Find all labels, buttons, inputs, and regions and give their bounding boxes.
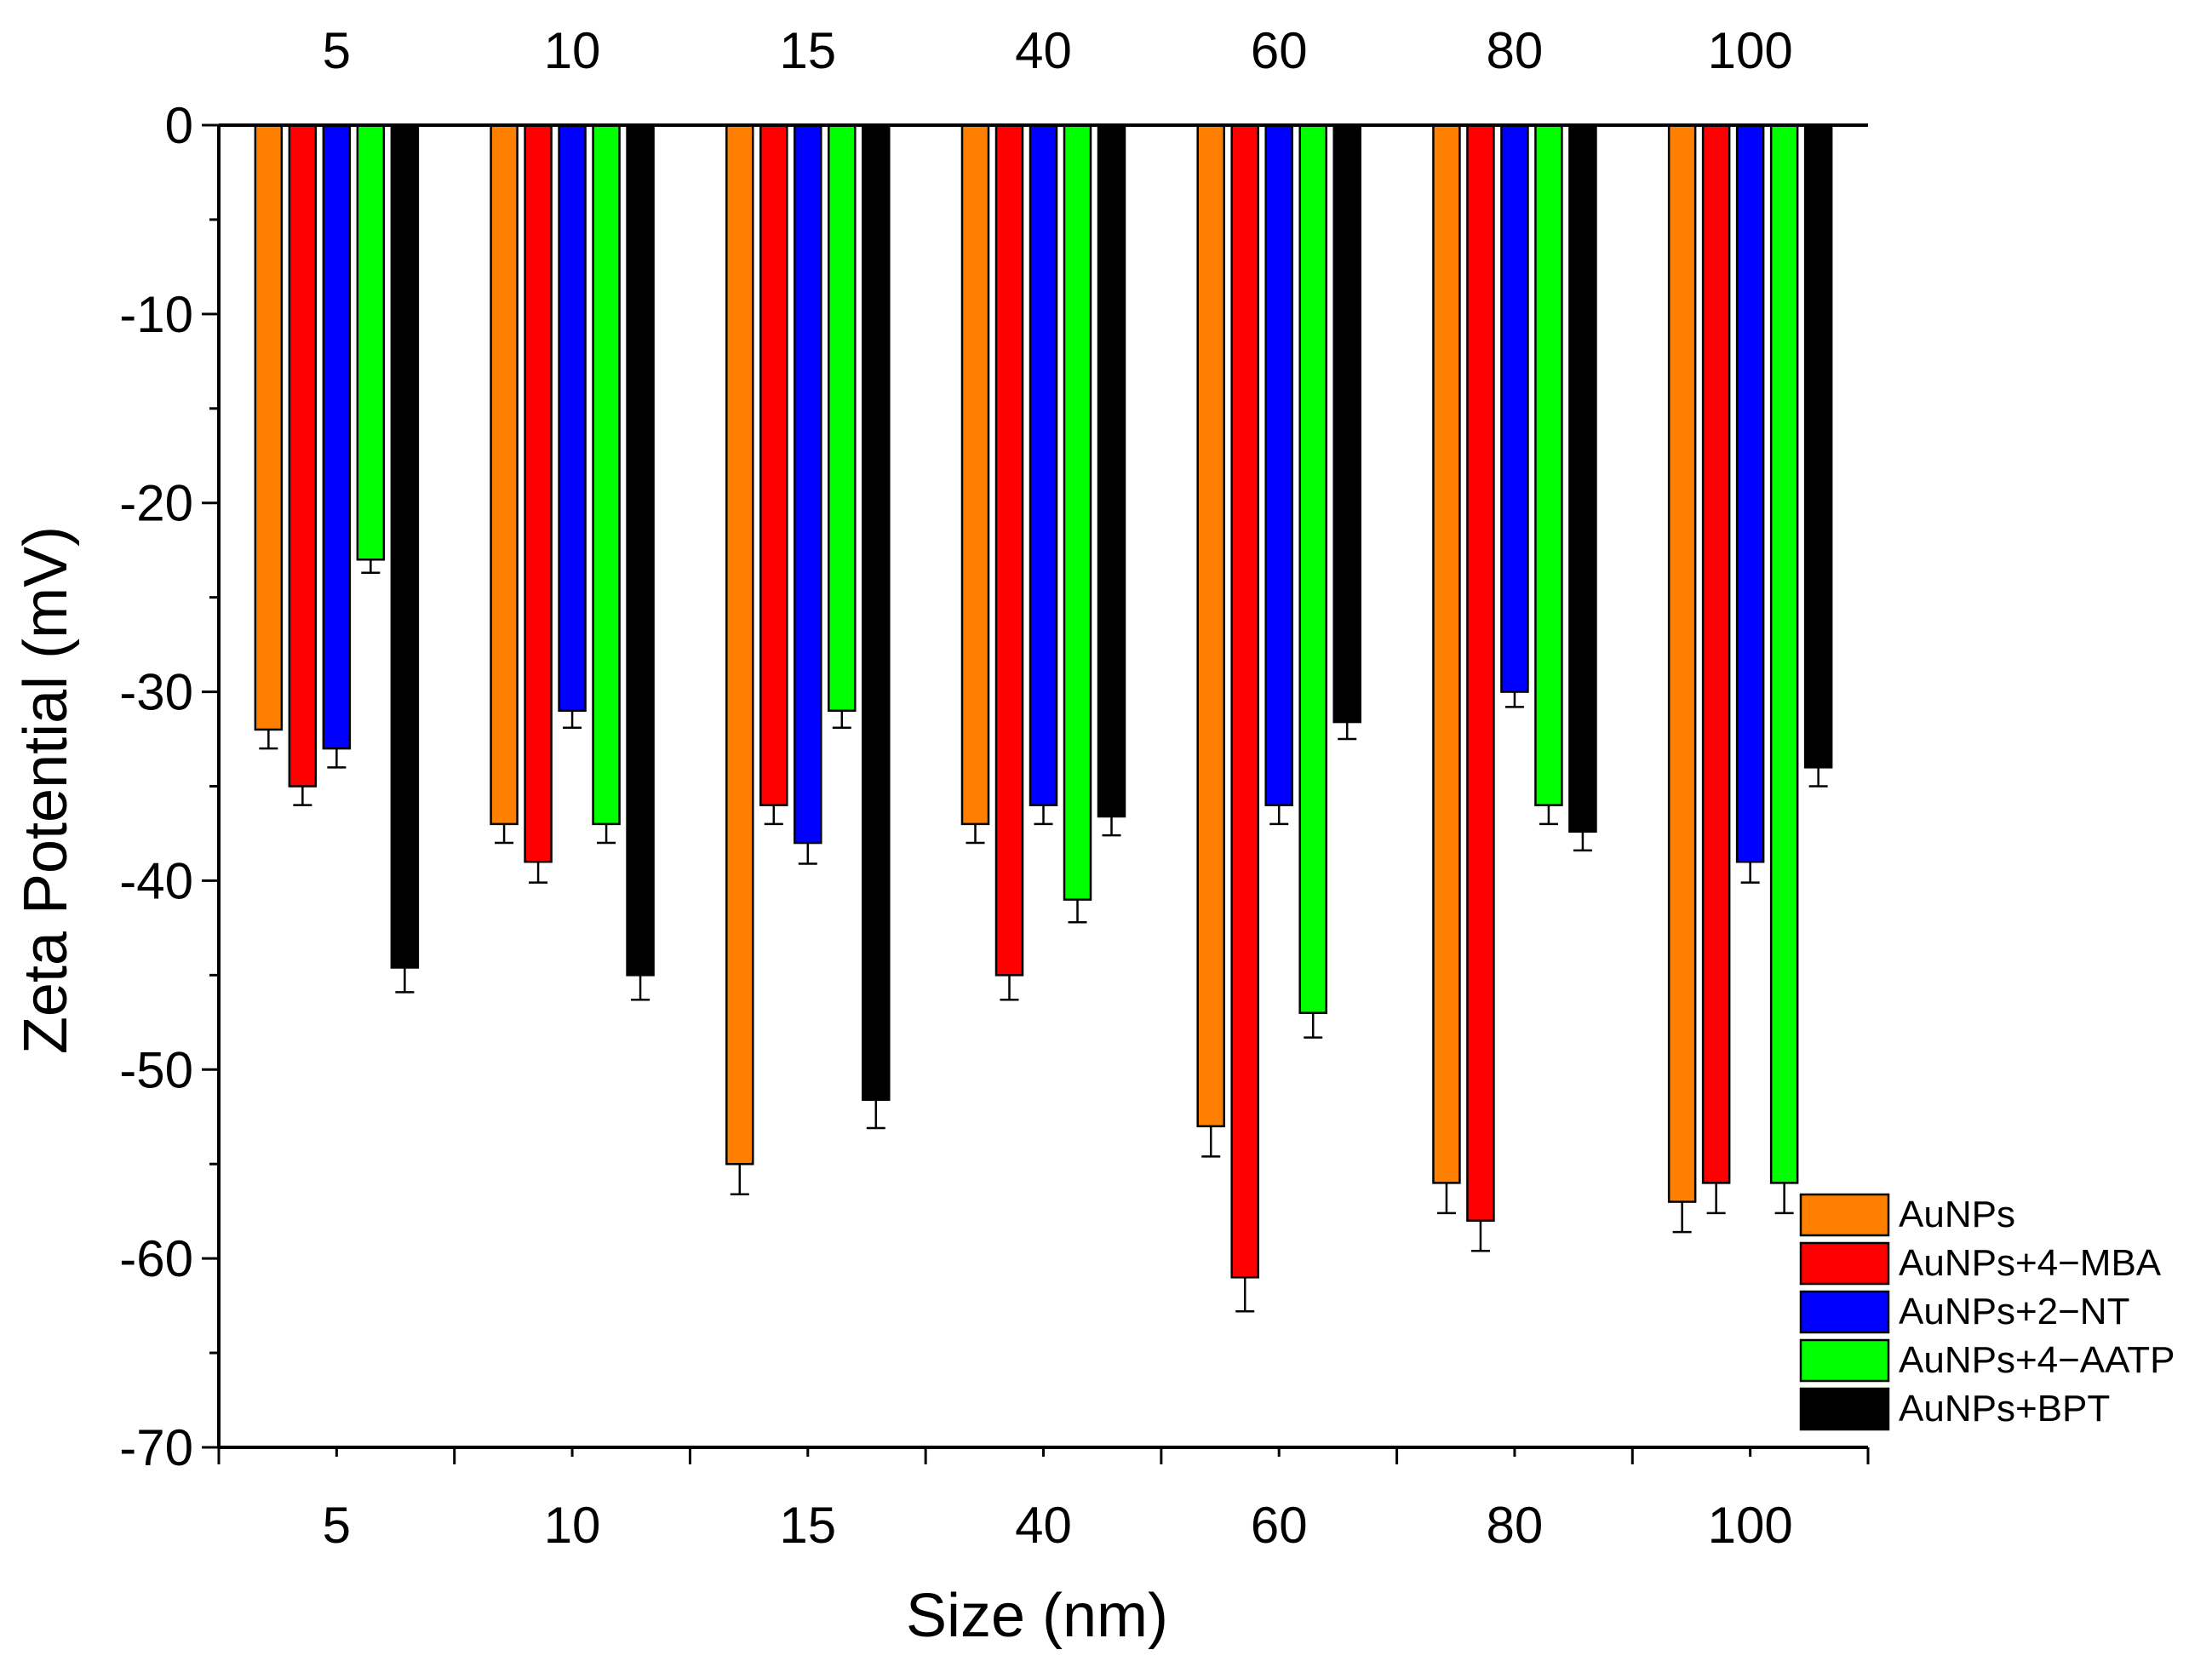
x-tick-label: 80 (1487, 1497, 1544, 1554)
bar (1332, 123, 1361, 724)
legend-swatch (1799, 1387, 1890, 1431)
y-tick-label: 0 (165, 97, 193, 154)
bar (1769, 123, 1799, 1184)
y-tick-label: -40 (119, 852, 193, 909)
top-tick-label: 15 (779, 22, 836, 79)
legend-swatch (1799, 1290, 1890, 1334)
legend-swatch (1799, 1193, 1890, 1237)
bar (1196, 123, 1225, 1128)
bar (1097, 123, 1126, 818)
legend-swatch (1799, 1241, 1890, 1286)
y-tick-label: -10 (119, 286, 193, 343)
bar (390, 123, 420, 969)
legend-label: AuNPs+2−NT (1899, 1291, 2129, 1332)
bar (1803, 123, 1833, 769)
bar (524, 123, 553, 863)
bar (828, 123, 857, 713)
legend-label: AuNPs+BPT (1899, 1388, 2110, 1429)
bar (1667, 123, 1697, 1203)
y-tick-label: -20 (119, 475, 193, 532)
bar (759, 123, 788, 806)
bar (725, 123, 754, 1166)
bar (994, 123, 1024, 977)
x-tick-label: 15 (779, 1497, 836, 1554)
x-tick-label: 60 (1251, 1497, 1308, 1554)
bar (322, 123, 352, 750)
bar (1230, 123, 1259, 1279)
y-axis-title: Zeta Potential (mV) (12, 526, 80, 1054)
bar (288, 123, 318, 788)
bar (592, 123, 621, 826)
bar (1298, 123, 1327, 1014)
x-tick-label: 100 (1708, 1497, 1793, 1554)
legend-swatch (1799, 1338, 1890, 1383)
axes-layer (202, 123, 1870, 1464)
labels-layer: 0 -10 -20 -30 -40 -50 -60 -70 5 5 10 10 15 15 40 40 60 60… (119, 22, 1792, 1554)
x-tick-label: 40 (1015, 1497, 1072, 1554)
bar (862, 123, 891, 1102)
bar (1029, 123, 1058, 806)
bar (1500, 123, 1529, 693)
bar (1534, 123, 1563, 806)
bar (254, 123, 284, 731)
bar (794, 123, 822, 845)
bar (1432, 123, 1461, 1184)
bar (356, 123, 386, 561)
y-tick-label: -60 (119, 1230, 193, 1287)
bar (1568, 123, 1597, 833)
legend-label: AuNPs (1899, 1194, 2015, 1235)
bar (490, 123, 519, 826)
legend-label: AuNPs+4−AATP (1899, 1339, 2175, 1381)
bar (626, 123, 655, 977)
y-tick-label: -70 (119, 1419, 193, 1476)
top-tick-label: 80 (1487, 22, 1544, 79)
bar (1466, 123, 1495, 1223)
legend-label: AuNPs+4−MBA (1899, 1242, 2162, 1284)
x-tick-label: 5 (323, 1497, 351, 1554)
bar (1701, 123, 1731, 1184)
bar (1264, 123, 1293, 806)
bars-layer (254, 123, 1833, 1313)
x-axis-title: Size (nm) (906, 1582, 1168, 1650)
bar (960, 123, 990, 826)
y-tick-label: -50 (119, 1041, 193, 1098)
bar (1063, 123, 1092, 901)
y-tick-label: -30 (119, 664, 193, 721)
top-tick-label: 5 (323, 22, 351, 79)
bar (558, 123, 587, 713)
top-tick-label: 10 (544, 22, 601, 79)
top-tick-label: 100 (1708, 22, 1793, 79)
bar (1735, 123, 1765, 863)
legend: AuNPs AuNPs+4−MBA AuNPs+2−NT AuNPs+4−AATP Au… (1799, 1193, 2175, 1431)
top-tick-label: 60 (1251, 22, 1308, 79)
x-tick-label: 10 (544, 1497, 601, 1554)
top-tick-label: 40 (1015, 22, 1072, 79)
